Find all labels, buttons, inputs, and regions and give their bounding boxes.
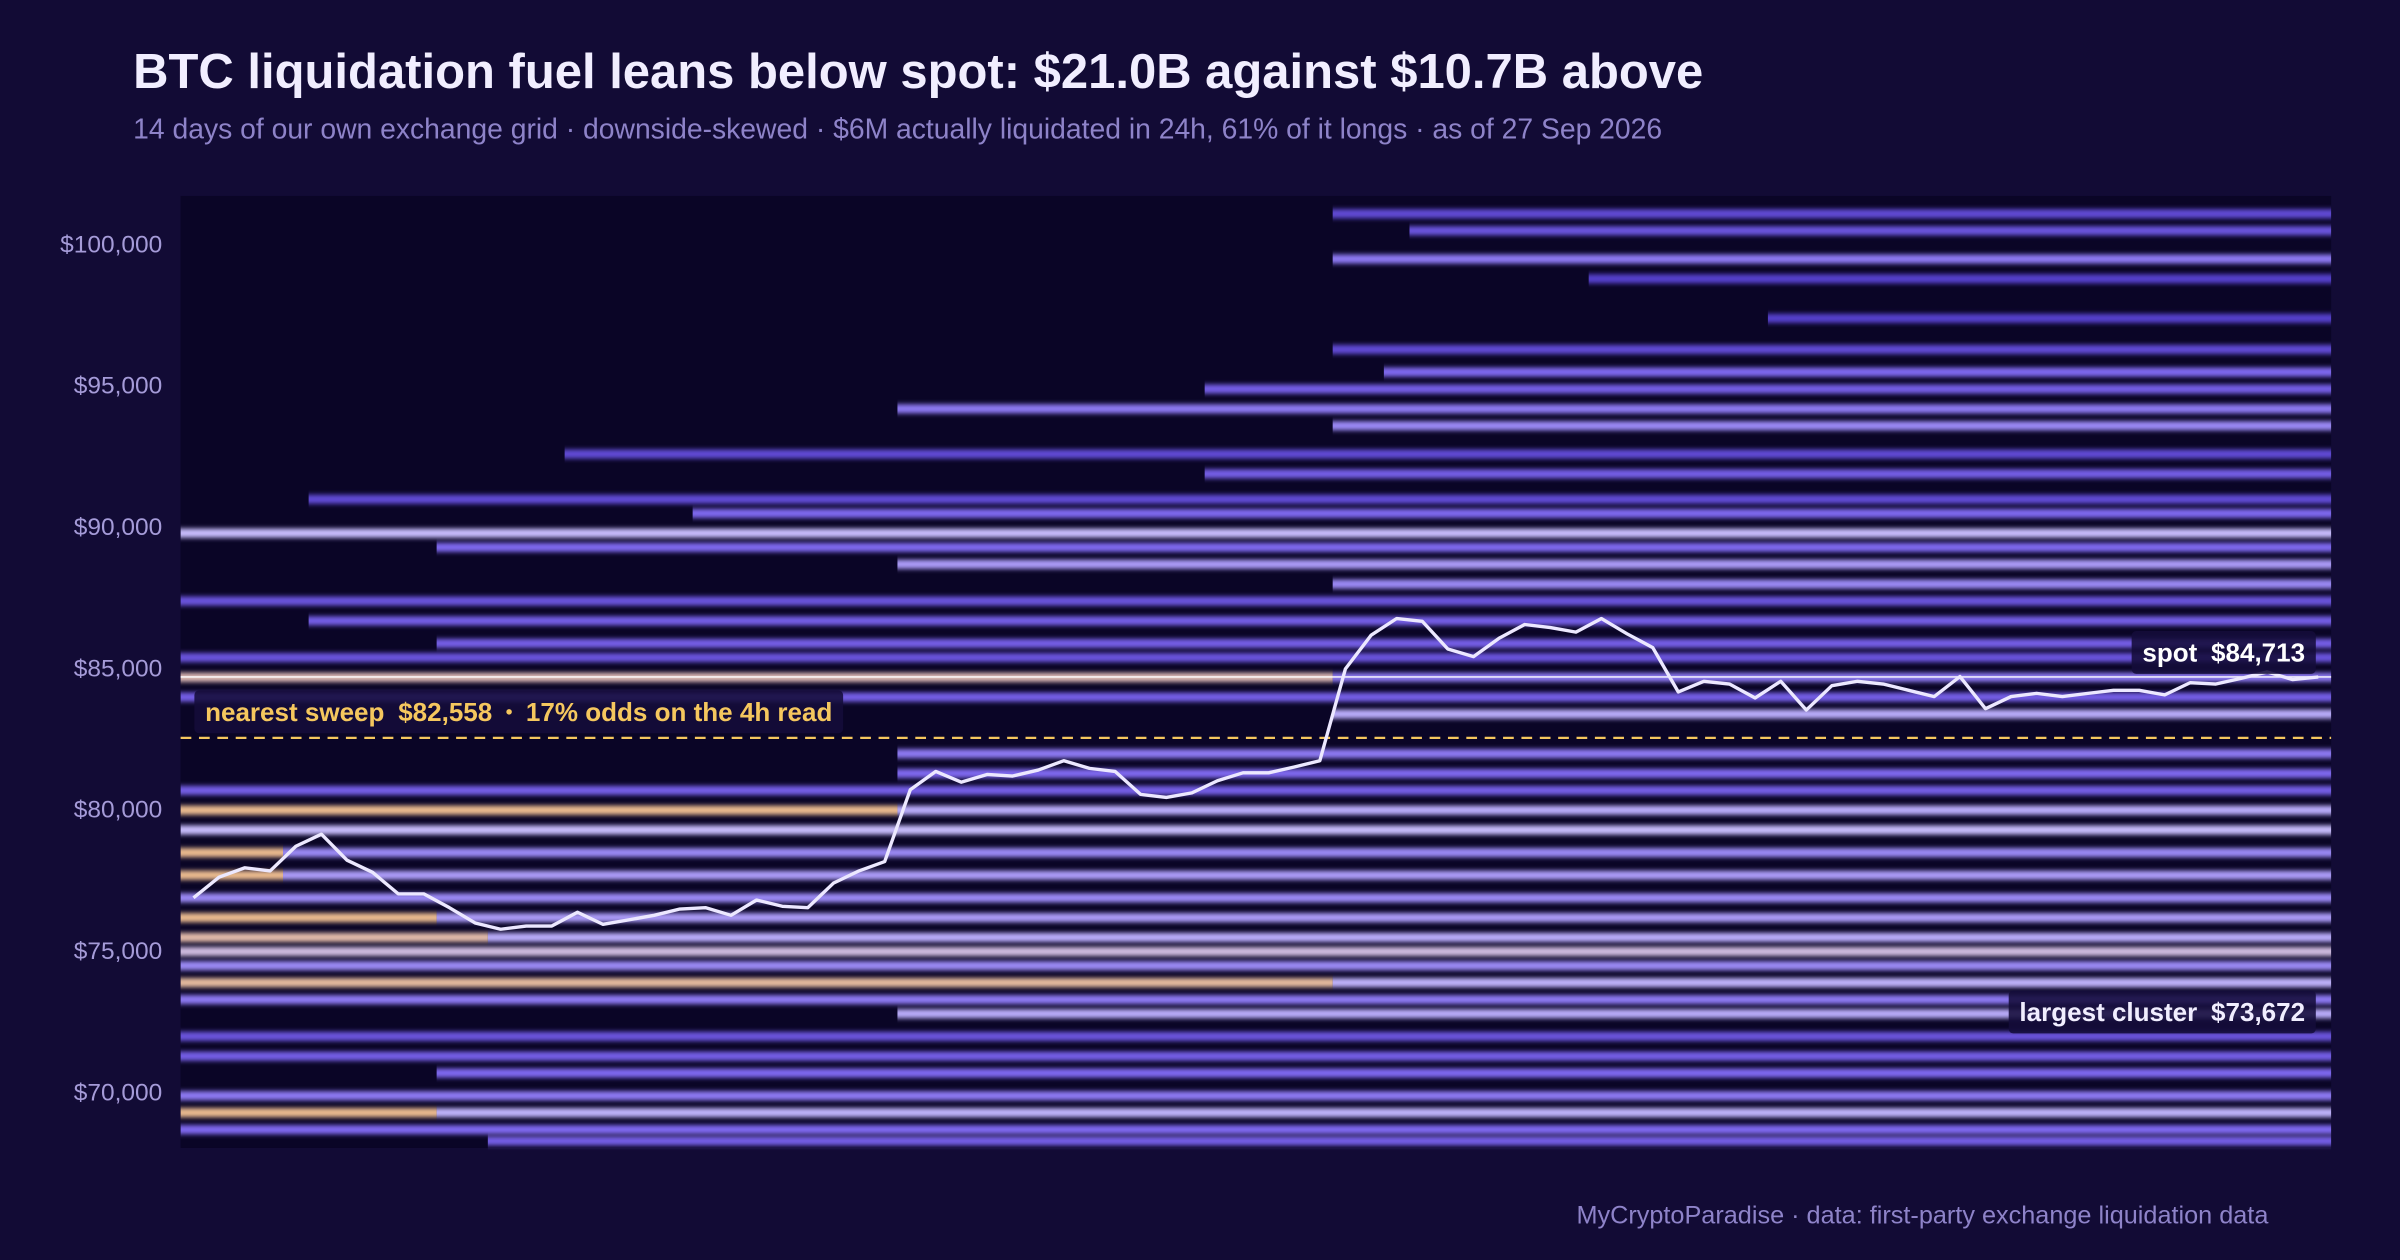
y-tick-label: $90,000 (74, 514, 162, 541)
heat-band (564, 449, 2332, 459)
heat-band (436, 912, 2332, 923)
sweep-label-text: 17% odds on the 4h read (526, 697, 832, 727)
heat-band (436, 638, 2332, 648)
heat-band (897, 768, 2332, 779)
heat-band (308, 494, 2332, 504)
heat-band (180, 1108, 437, 1118)
spot-label-text: spot (2142, 637, 2197, 667)
heat-band (1204, 469, 2332, 479)
heat-band (180, 1091, 2332, 1101)
chart-subtitle: 14 days of our own exchange grid · downs… (133, 113, 1662, 145)
heat-band (180, 946, 2332, 957)
y-tick-label: $85,000 (74, 655, 162, 682)
heat-band (180, 893, 2332, 903)
heat-band (487, 1136, 2332, 1146)
heat-band (180, 932, 488, 942)
heat-band (308, 616, 2332, 626)
heat-band (436, 1108, 2332, 1118)
heat-band (283, 870, 2332, 880)
spot-label: spot $84,713 (2131, 631, 2316, 674)
heat-band (1588, 274, 2332, 284)
heat-band (1332, 254, 2332, 264)
heat-band (180, 692, 2332, 702)
heat-band (180, 1051, 2332, 1061)
heat-band (1332, 421, 2332, 431)
sweep-label-text: $82,558 (398, 697, 492, 727)
heat-band (692, 508, 2332, 518)
sweep-label: nearest sweep $82,558 17% odds on the 4h r… (194, 690, 844, 734)
heat-band (1204, 384, 2332, 394)
heat-band (180, 961, 2332, 971)
y-tick-label: $75,000 (74, 938, 162, 965)
heat-band (180, 805, 898, 815)
price-line (192, 616, 2319, 931)
heatmap (180, 209, 2332, 1146)
y-tick-label: $100,000 (60, 231, 162, 258)
cluster-label-text: $73,672 (2211, 997, 2305, 1027)
heat-band (897, 404, 2332, 414)
heat-band (283, 847, 2332, 858)
heat-band (180, 652, 2332, 663)
plot-area (180, 195, 2332, 1148)
heat-band (897, 559, 2332, 569)
heat-band (180, 847, 284, 858)
heat-band (1383, 367, 2332, 377)
y-tick-label: $95,000 (74, 373, 162, 400)
heat-band (436, 542, 2332, 552)
heat-band (180, 870, 284, 880)
heat-band (180, 825, 2332, 835)
heat-band (180, 785, 2332, 795)
spot-label-text: $84,713 (2211, 637, 2305, 667)
heat-band (487, 932, 2332, 942)
heat-band (1332, 978, 2332, 988)
heat-band (180, 912, 437, 923)
cluster-label-text: largest cluster (2019, 997, 2197, 1027)
chart-title: BTC liquidation fuel leans below spot: $… (133, 45, 1703, 99)
y-tick-label: $70,000 (74, 1079, 162, 1106)
sweep-label-text: nearest sweep (205, 697, 384, 727)
y-tick-label: $80,000 (74, 797, 162, 824)
cluster-label: largest cluster $73,672 (2008, 990, 2316, 1034)
heat-band (180, 1124, 2332, 1135)
heat-band (897, 805, 2332, 815)
cluster-label-box (2008, 990, 2316, 1034)
source-note: MyCryptoParadise · data: first-party exc… (1576, 1201, 2269, 1229)
heat-band (1767, 313, 2332, 323)
heat-band (180, 596, 2332, 606)
heat-band (180, 1031, 2332, 1041)
heat-band (1332, 709, 2332, 719)
heat-band (180, 978, 1333, 988)
separator-dot (506, 709, 512, 715)
heat-band (436, 1068, 2332, 1078)
spot-label-box (2131, 631, 2316, 674)
heat-band (1332, 579, 2332, 589)
heat-band (1332, 209, 2332, 219)
heat-band (897, 749, 2332, 759)
heat-band (180, 994, 2332, 1005)
heat-band (897, 1009, 2332, 1019)
heat-band (1409, 226, 2332, 236)
heat-band (1332, 344, 2332, 355)
heat-band (180, 528, 2332, 538)
sweep-label-box (194, 690, 844, 734)
